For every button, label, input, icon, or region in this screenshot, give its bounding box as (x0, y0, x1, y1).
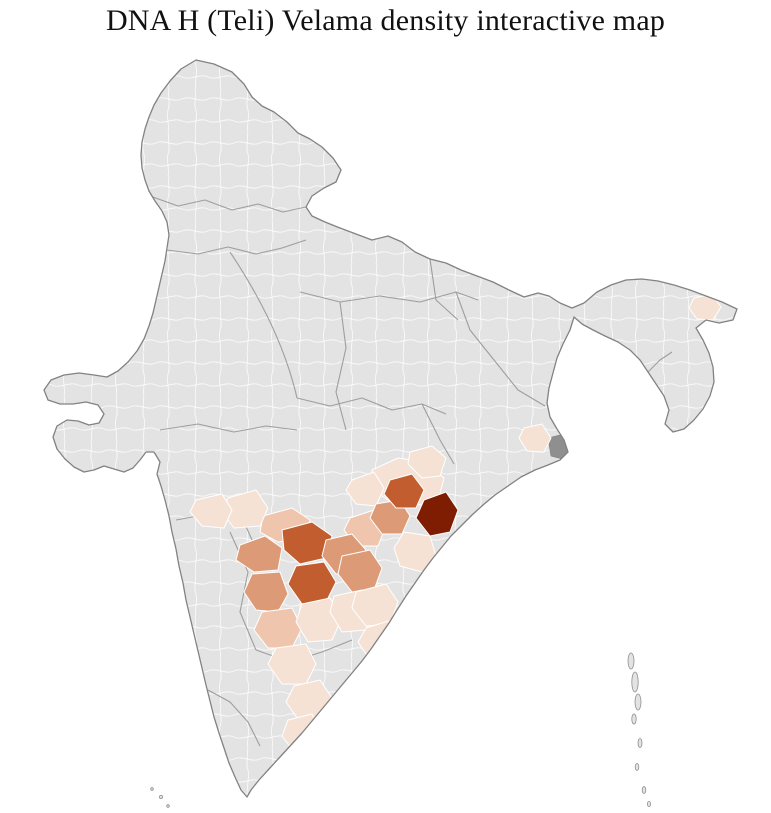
andaman-nicobar-islands (627, 652, 652, 808)
district-shape[interactable] (189, 493, 233, 529)
page-title: DNA H (Teli) Velama density interactive … (105, 4, 666, 37)
district-shape[interactable] (518, 423, 552, 453)
district-shape[interactable] (235, 535, 283, 573)
district-shape[interactable] (383, 473, 425, 509)
district-mesh (44, 60, 737, 797)
district-shape[interactable] (393, 531, 437, 573)
district-shape[interactable] (407, 445, 447, 479)
lakshadweep-islands (150, 787, 170, 808)
district-shape[interactable] (415, 491, 459, 537)
